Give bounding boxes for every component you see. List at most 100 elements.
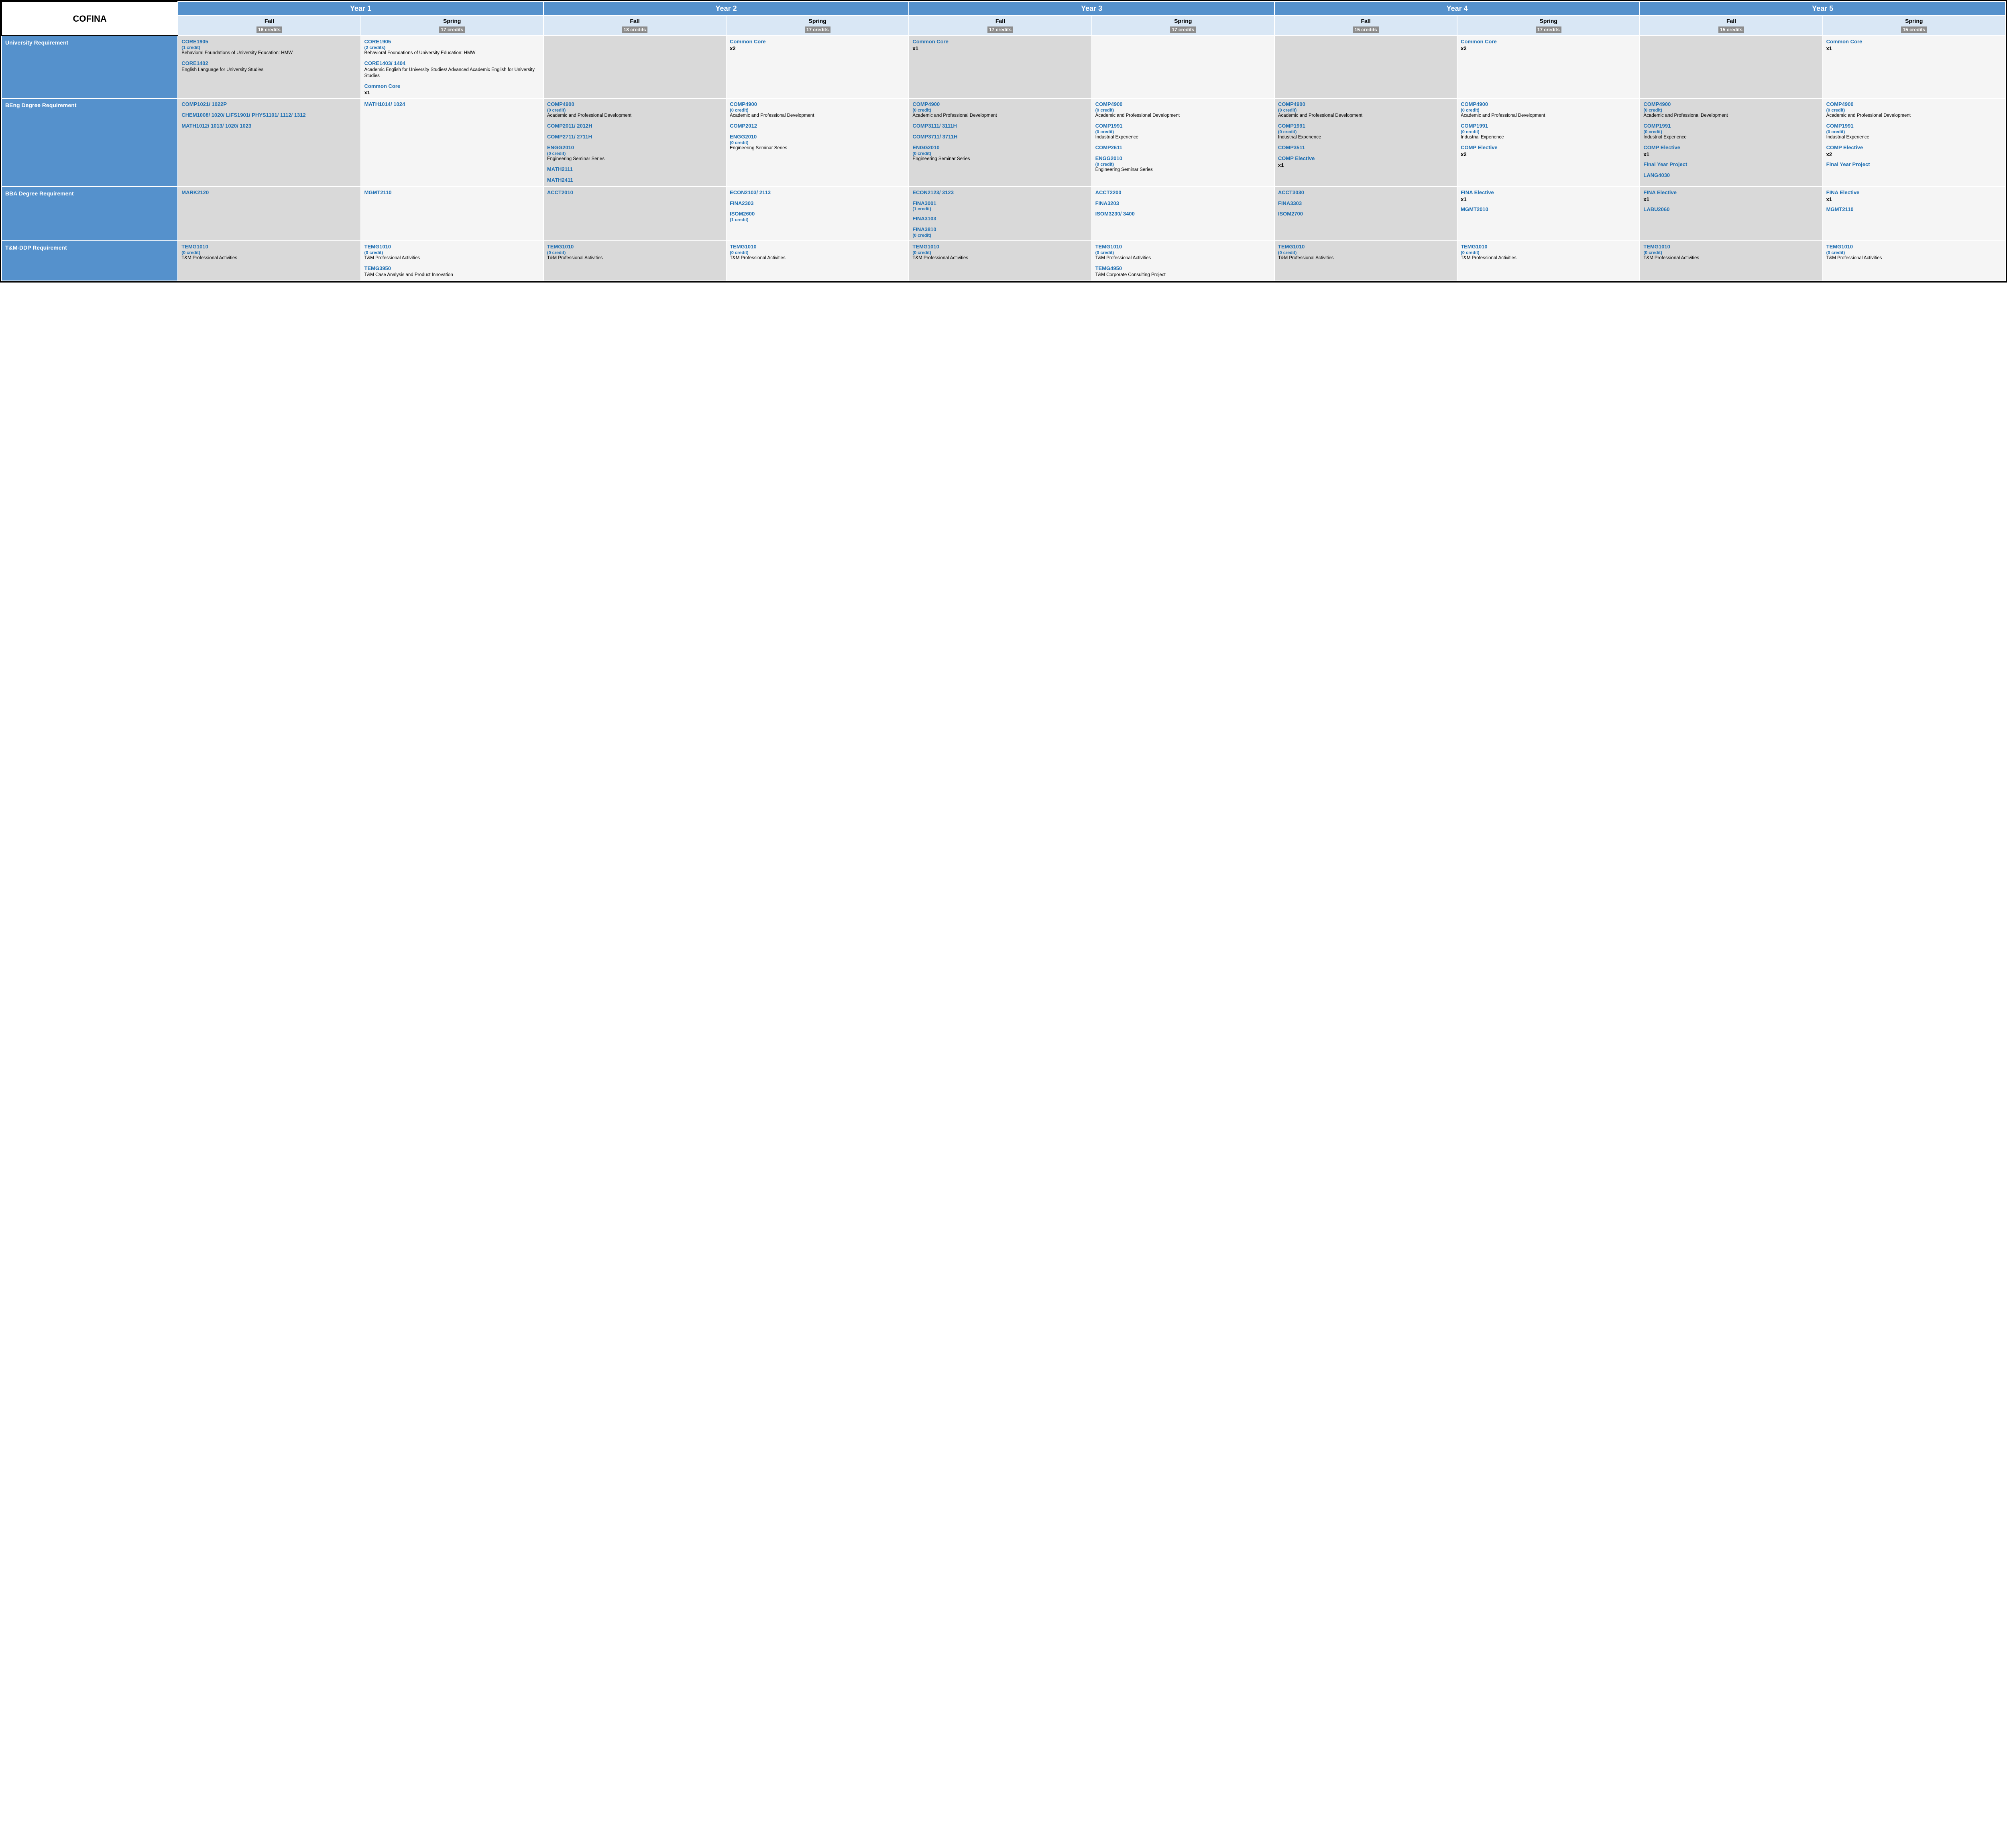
course-cell: COMP1021/ 1022PCHEM1008/ 1020/ LIFS1901/…: [178, 98, 360, 186]
course-item: ACCT2200: [1095, 189, 1271, 196]
course-cell: TEMG1010(0 credit)T&M Professional Activ…: [1274, 241, 1457, 281]
course-item: ACCT2010: [547, 189, 723, 196]
course-code: MATH1012/ 1013/ 1020/ 1023: [181, 123, 357, 130]
semester-name: Spring: [1540, 18, 1557, 25]
course-code: COMP Elective: [1826, 144, 2002, 151]
course-cell: ECON2123/ 3123FINA3001(1 credit)FINA3103…: [909, 187, 1091, 241]
course-code: CORE1403/ 1404: [364, 60, 540, 67]
course-cell: TEMG1010(0 credit)T&M Professional Activ…: [361, 241, 543, 281]
course-code: COMP4900: [912, 101, 1088, 108]
course-cell: Common Corex1: [909, 36, 1091, 98]
year-2-header: Year 2: [543, 2, 909, 16]
course-cell: TEMG1010(0 credit)T&M Professional Activ…: [1823, 241, 2005, 281]
course-code: Final Year Project: [1643, 161, 1819, 168]
course-credit: (0 credit): [547, 151, 723, 156]
course-code: COMP3711/ 3711H: [912, 134, 1088, 140]
course-description: English Language for University Studies: [181, 67, 357, 73]
course-description: Academic and Professional Development: [912, 113, 1088, 119]
course-item: COMP1991(0 credit)Industrial Experience: [1278, 123, 1453, 140]
semester-credits: 17 credits: [805, 26, 830, 33]
course-code: FINA2303: [730, 200, 905, 207]
course-item: ENGG2010(0 credit)Engineering Seminar Se…: [912, 144, 1088, 162]
course-multiplier: x1: [364, 89, 540, 96]
course-credit: (0 credit): [1278, 250, 1453, 255]
course-code: CORE1905: [181, 39, 357, 45]
course-item: MARK2120: [181, 189, 357, 196]
semester-header-6: Fall15 credits: [1274, 16, 1457, 36]
course-item: CORE1403/ 1404Academic English for Unive…: [364, 60, 540, 79]
course-code: FINA Elective: [1461, 189, 1636, 196]
course-code: COMP1991: [1643, 123, 1819, 130]
course-code: TEMG1010: [1095, 244, 1271, 250]
course-credit: (0 credit): [730, 108, 905, 113]
course-item: COMP2711/ 2711H: [547, 134, 723, 140]
course-credit: (0 credit): [1643, 250, 1819, 255]
course-credit: (0 credit): [730, 250, 905, 255]
semester-header-9: Spring15 credits: [1823, 16, 2005, 36]
course-code: ACCT2010: [547, 189, 723, 196]
course-credit: (0 credit): [730, 140, 905, 145]
course-cell: MARK2120: [178, 187, 360, 241]
course-code: COMP2012: [730, 123, 905, 130]
course-item: MATH2411: [547, 177, 723, 184]
course-code: ENGG2010: [1095, 155, 1271, 162]
course-item: Common Corex2: [730, 39, 905, 51]
row-header: University Requirement: [2, 36, 178, 98]
course-code: COMP2611: [1095, 144, 1271, 151]
course-cell: COMP4900(0 credit)Academic and Professio…: [726, 98, 909, 186]
course-item: COMP4900(0 credit)Academic and Professio…: [912, 101, 1088, 119]
course-code: FINA3303: [1278, 200, 1453, 207]
course-description: Academic and Professional Development: [1278, 113, 1453, 119]
course-item: COMP Electivex2: [1461, 144, 1636, 157]
course-code: LABU2060: [1643, 206, 1819, 213]
course-code: ISOM3230/ 3400: [1095, 211, 1271, 218]
course-credit: (1 credit): [730, 218, 905, 222]
course-cell: [1274, 36, 1457, 98]
course-cell: TEMG1010(0 credit)T&M Professional Activ…: [909, 241, 1091, 281]
course-cell: ACCT2200FINA3203ISOM3230/ 3400: [1092, 187, 1274, 241]
course-cell: COMP4900(0 credit)Academic and Professio…: [909, 98, 1091, 186]
course-credit: (0 credit): [1095, 162, 1271, 167]
course-cell: ACCT2010: [543, 187, 726, 241]
course-code: MGMT2110: [1826, 206, 2002, 213]
course-cell: [543, 36, 726, 98]
course-item: TEMG1010(0 credit)T&M Professional Activ…: [1643, 244, 1819, 261]
course-credit: (0 credit): [1095, 250, 1271, 255]
course-code: ACCT3030: [1278, 189, 1453, 196]
course-item: FINA3810(0 credit): [912, 226, 1088, 238]
course-code: COMP Elective: [1278, 155, 1453, 162]
brand-cell: COFINA: [2, 2, 178, 36]
course-item: ISOM3230/ 3400: [1095, 211, 1271, 218]
course-description: Academic and Professional Development: [1643, 113, 1819, 119]
semester-name: Spring: [1905, 18, 1923, 25]
course-item: ACCT3030: [1278, 189, 1453, 196]
semester-header-8: Fall15 credits: [1640, 16, 1822, 36]
course-code: COMP1021/ 1022P: [181, 101, 357, 108]
course-item: COMP4900(0 credit)Academic and Professio…: [1826, 101, 2002, 119]
course-code: Final Year Project: [1826, 161, 2002, 168]
row-header: T&M-DDP Requirement: [2, 241, 178, 281]
course-description: Engineering Seminar Series: [547, 156, 723, 162]
course-code: COMP1991: [1095, 123, 1271, 130]
course-code: FINA3810: [912, 226, 1088, 233]
course-item: TEMG1010(0 credit)T&M Professional Activ…: [1278, 244, 1453, 261]
course-item: COMP2011/ 2012H: [547, 123, 723, 130]
course-credit: (1 credit): [181, 45, 357, 50]
course-item: COMP1991(0 credit)Industrial Experience: [1826, 123, 2002, 140]
course-credit: (0 credit): [912, 108, 1088, 113]
course-code: COMP1991: [1826, 123, 2002, 130]
course-description: Engineering Seminar Series: [912, 156, 1088, 162]
course-description: T&M Professional Activities: [1826, 255, 2002, 261]
course-code: Common Core: [730, 39, 905, 45]
course-item: Common Corex1: [364, 83, 540, 96]
course-code: FINA3103: [912, 215, 1088, 222]
course-credit: (0 credit): [1461, 130, 1636, 134]
course-item: COMP4900(0 credit)Academic and Professio…: [1643, 101, 1819, 119]
course-multiplier: x2: [730, 45, 905, 51]
course-item: TEMG3950T&M Case Analysis and Product In…: [364, 265, 540, 278]
table-body: University RequirementCORE1905(1 credit)…: [2, 36, 2005, 281]
course-item: ECON2123/ 3123: [912, 189, 1088, 196]
course-credit: (0 credit): [912, 151, 1088, 156]
course-item: TEMG4950T&M Corporate Consulting Project: [1095, 265, 1271, 278]
course-description: Industrial Experience: [1826, 134, 2002, 140]
